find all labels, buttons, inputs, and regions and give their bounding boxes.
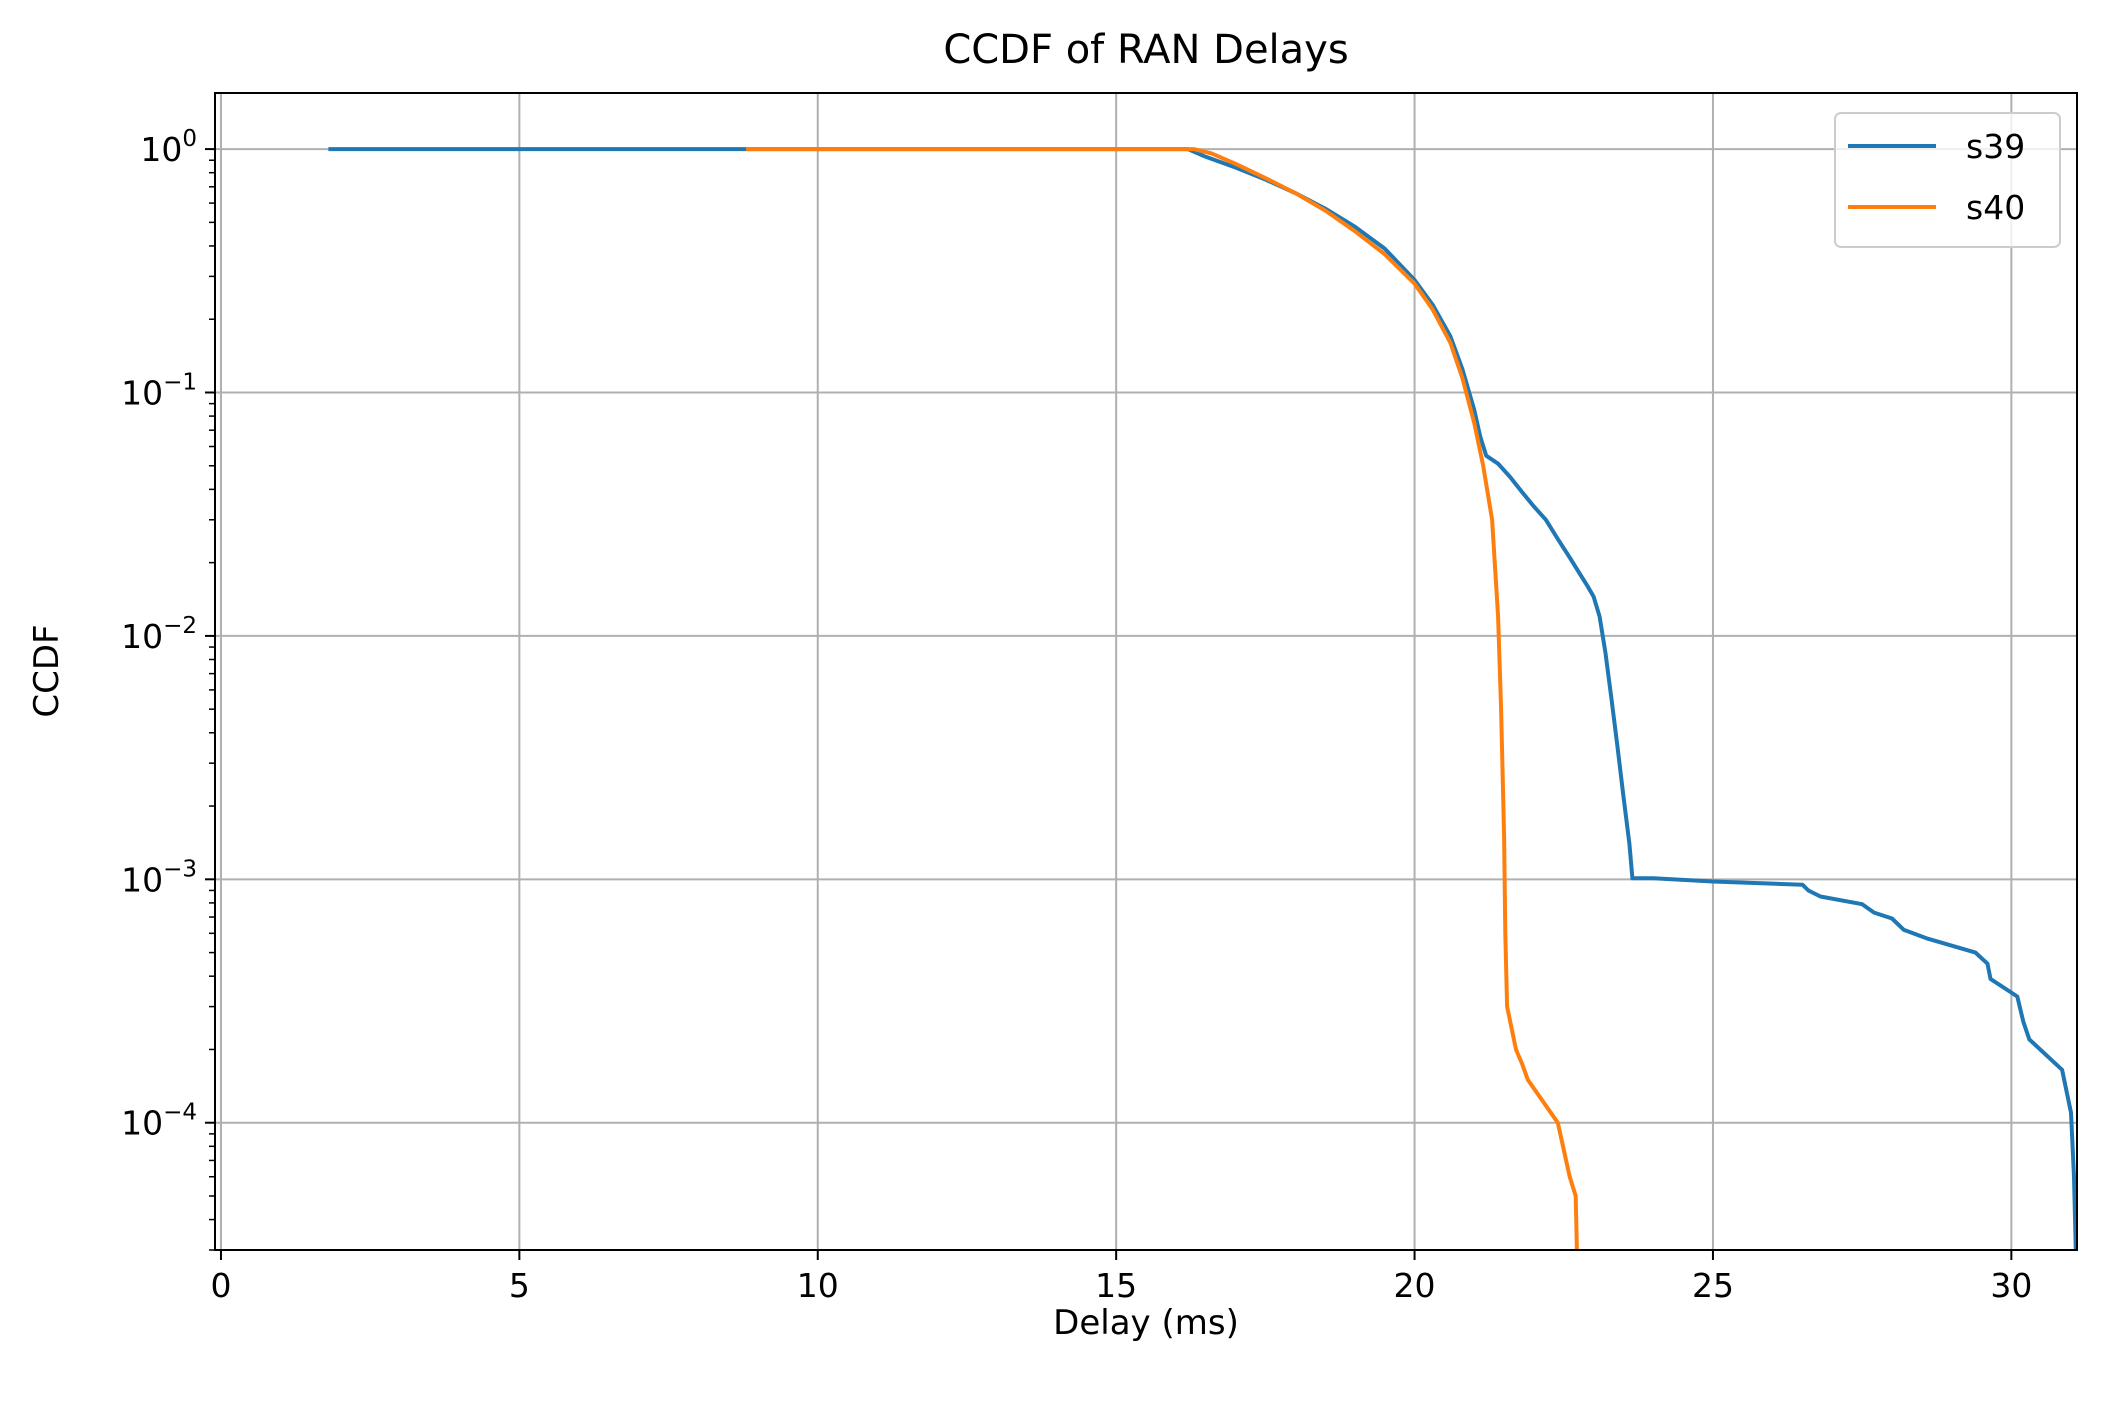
y-tick-label: 10−1 bbox=[121, 370, 197, 413]
series-line-s39 bbox=[328, 147, 2078, 1251]
x-tick-label: 10 bbox=[797, 1266, 839, 1305]
y-tick-label: 100 bbox=[140, 126, 197, 169]
plot-frame bbox=[214, 92, 2078, 1251]
x-tick-label: 0 bbox=[210, 1266, 231, 1305]
x-axis-label: Delay (ms) bbox=[1053, 1303, 1239, 1343]
legend-box bbox=[1834, 112, 2061, 248]
legend-label-s40: s40 bbox=[1966, 188, 2025, 227]
y-tick-label: 10−3 bbox=[121, 856, 197, 899]
chart-title: CCDF of RAN Delays bbox=[943, 27, 1348, 73]
grid bbox=[215, 93, 2077, 1250]
x-tick-label: 20 bbox=[1394, 1266, 1436, 1305]
x-tick-label: 30 bbox=[1990, 1266, 2032, 1305]
series-line-s40 bbox=[746, 147, 1579, 1251]
y-tick-label: 10−2 bbox=[121, 613, 197, 656]
y-axis-ticks: 100 10−1 10−2 10−3 10−4 bbox=[121, 126, 215, 1143]
legend-label-s39: s39 bbox=[1966, 127, 2025, 166]
x-tick-label: 25 bbox=[1692, 1266, 1734, 1305]
series-lines bbox=[328, 147, 2078, 1251]
legend: s39 s40 bbox=[1834, 112, 2061, 248]
x-tick-label: 15 bbox=[1095, 1266, 1137, 1305]
y-axis-label: CCDF bbox=[27, 624, 67, 717]
x-tick-label: 5 bbox=[509, 1266, 530, 1305]
x-axis-ticks: 0 5 10 15 20 25 30 bbox=[210, 1250, 2032, 1305]
y-tick-label: 10−4 bbox=[121, 1100, 197, 1143]
